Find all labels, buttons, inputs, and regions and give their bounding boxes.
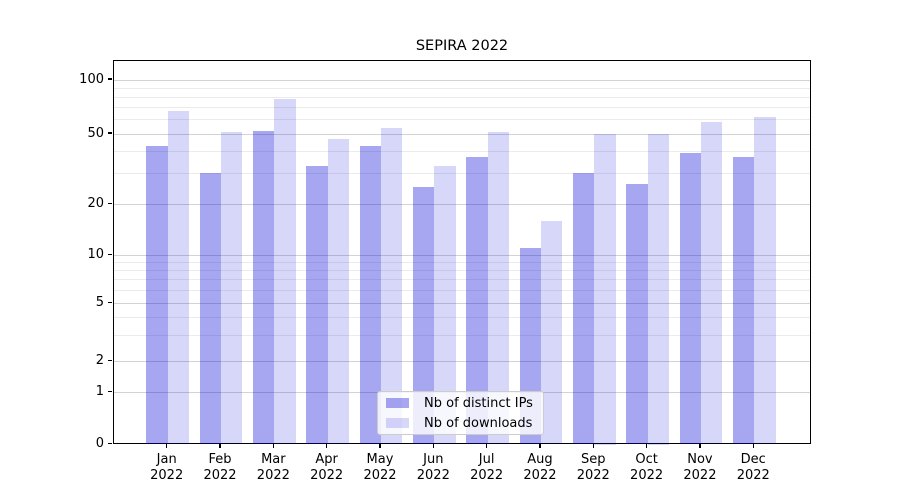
x-tick-mark: [752, 443, 754, 448]
bar-downloads: [647, 134, 669, 445]
minor-gridline: [114, 150, 810, 152]
bar-distinct-ips: [626, 184, 648, 445]
chart-title: SEPIRA 2022: [415, 38, 509, 54]
minor-gridline: [114, 262, 810, 264]
major-gridline: [114, 204, 810, 205]
x-tick-label: Oct 2022: [630, 451, 664, 483]
major-gridline: [114, 361, 810, 363]
major-gridline: [114, 79, 810, 81]
y-tick-mark: [108, 202, 112, 205]
x-tick-label: Jan 2022: [150, 451, 184, 483]
minor-gridline: [114, 107, 810, 109]
y-tick-mark: [108, 132, 112, 134]
y-tick-mark: [108, 360, 112, 362]
minor-gridline: [114, 335, 810, 337]
plot-area: [113, 59, 811, 445]
y-tick-label: 1: [95, 384, 104, 400]
y-tick-mark: [108, 301, 112, 303]
x-tick-mark: [272, 443, 274, 448]
x-tick-label: Mar 2022: [256, 451, 290, 483]
minor-gridline: [114, 290, 810, 292]
x-tick-mark: [166, 443, 168, 448]
bar-distinct-ips: [466, 157, 488, 445]
y-tick-label: 0: [95, 436, 104, 451]
bar-downloads: [221, 132, 243, 445]
bar-downloads: [540, 220, 563, 445]
minor-gridline: [114, 96, 810, 98]
bar-distinct-ips: [199, 173, 222, 445]
x-tick-label: May 2022: [363, 451, 397, 483]
x-tick-label: Jun 2022: [416, 451, 450, 483]
x-tick-mark: [486, 443, 488, 448]
bar-downloads: [487, 132, 509, 445]
y-tick-mark: [108, 78, 112, 80]
bar-downloads: [274, 99, 296, 445]
x-tick-mark: [326, 443, 328, 448]
legend-label-distinct-ips: Nb of distinct IPs: [424, 395, 533, 411]
minor-gridline: [114, 317, 810, 319]
minor-gridline: [114, 172, 810, 174]
x-tick-mark: [379, 443, 381, 448]
y-tick-label: 10: [87, 246, 104, 262]
bar-downloads: [327, 138, 349, 445]
x-tick-label: Dec 2022: [736, 451, 770, 483]
x-tick-label: Feb 2022: [203, 451, 237, 483]
major-gridline: [114, 302, 810, 304]
bar-distinct-ips: [413, 187, 435, 445]
x-tick-label: Aug 2022: [523, 451, 557, 483]
minor-gridline: [114, 87, 810, 89]
y-tick-label: 20: [87, 196, 104, 211]
legend-item-downloads: Nb of downloads: [378, 415, 543, 432]
minor-gridline: [114, 119, 810, 121]
x-tick-label: Nov 2022: [683, 451, 717, 483]
bar-distinct-ips: [146, 145, 168, 445]
y-tick-label: 50: [87, 125, 104, 141]
bar-distinct-ips: [306, 165, 328, 445]
y-tick-mark: [108, 442, 112, 445]
x-tick-mark: [219, 443, 221, 448]
bar-downloads: [594, 134, 616, 445]
y-tick-label: 5: [95, 294, 104, 310]
minor-gridline: [114, 279, 810, 281]
legend-label-downloads: Nb of downloads: [424, 415, 533, 431]
bar-distinct-ips: [359, 145, 381, 445]
y-tick-label: 100: [79, 71, 104, 87]
legend-swatch-downloads: [386, 418, 409, 428]
bar-downloads: [754, 117, 776, 445]
y-tick-mark: [108, 391, 112, 393]
bar-downloads: [434, 165, 456, 445]
x-tick-mark: [432, 443, 434, 448]
bar-downloads: [380, 128, 403, 445]
legend-item-distinct-ips: Nb of distinct IPs: [378, 395, 543, 412]
bar-distinct-ips: [732, 157, 755, 445]
bar-distinct-ips: [253, 130, 275, 445]
bar-downloads: [700, 122, 723, 445]
y-tick-label: 2: [95, 353, 104, 369]
bar-distinct-ips: [572, 173, 595, 445]
bar-distinct-ips: [679, 153, 701, 445]
x-tick-label: Sep 2022: [576, 451, 610, 483]
x-tick-mark: [539, 443, 541, 448]
minor-gridline: [114, 270, 810, 272]
x-tick-label: Apr 2022: [310, 451, 344, 483]
legend-swatch-distinct-ips: [386, 398, 409, 408]
x-tick-mark: [699, 443, 701, 448]
legend: Nb of distinct IPs Nb of downloads: [377, 391, 544, 435]
bar-downloads: [167, 111, 189, 445]
y-tick-mark: [108, 253, 112, 255]
major-gridline: [114, 133, 810, 135]
x-tick-mark: [592, 443, 594, 448]
x-tick-label: Jul 2022: [470, 451, 504, 483]
x-tick-mark: [646, 443, 648, 448]
major-gridline: [114, 254, 810, 256]
